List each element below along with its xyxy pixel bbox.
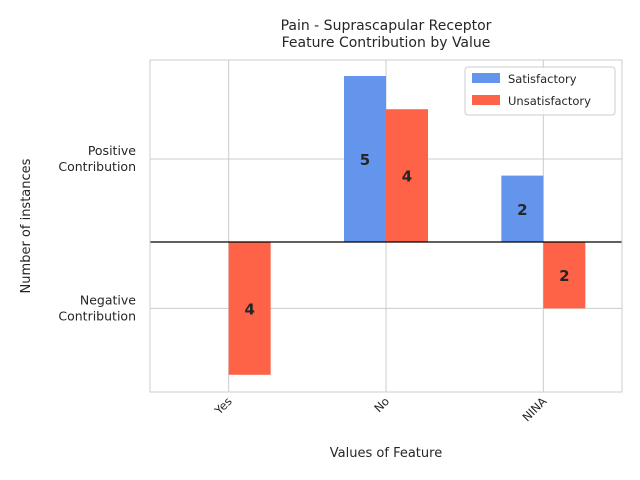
bar-value-label: 2 bbox=[517, 201, 527, 219]
bar-value-label: 4 bbox=[244, 300, 254, 318]
bar-satisfactory-nina bbox=[501, 175, 544, 242]
x-tick-label: Yes bbox=[211, 394, 235, 418]
y-tick-label: Positive Contribution bbox=[58, 143, 136, 174]
bar-unsatisfactory-no bbox=[386, 109, 428, 242]
y-axis-label: Number of instances bbox=[19, 158, 34, 293]
plot-frame bbox=[149, 59, 623, 393]
x-tick-labels: Yes No NINA bbox=[211, 394, 550, 424]
legend-swatch bbox=[472, 73, 500, 83]
x-tick-label: No bbox=[371, 394, 392, 415]
bar-satisfactory-no bbox=[344, 76, 386, 242]
legend: Satisfactory Unsatisfactory bbox=[464, 66, 616, 116]
bars bbox=[228, 76, 586, 375]
x-axis-label: Values of Feature bbox=[330, 446, 442, 461]
legend-label: Unsatisfactory bbox=[508, 94, 591, 108]
y-tick-label: Negative Contribution bbox=[58, 292, 136, 323]
bar-value-label: 4 bbox=[402, 168, 412, 186]
x-tick-label: NINA bbox=[519, 394, 549, 424]
chart-title: Pain - Suprascapular Receptor Feature Con… bbox=[281, 18, 492, 51]
bar-unsatisfactory-yes bbox=[228, 242, 271, 375]
legend-swatch bbox=[472, 95, 500, 105]
legend-box bbox=[464, 66, 616, 116]
bar-value-labels: 4 5 4 2 2 bbox=[244, 151, 569, 318]
bar-value-label: 2 bbox=[559, 267, 569, 285]
bar-value-label: 5 bbox=[360, 151, 370, 169]
y-tick-labels: Positive Contribution Negative Contribution bbox=[58, 143, 136, 323]
bar-unsatisfactory-nina bbox=[543, 242, 586, 309]
legend-label: Satisfactory bbox=[508, 72, 577, 86]
